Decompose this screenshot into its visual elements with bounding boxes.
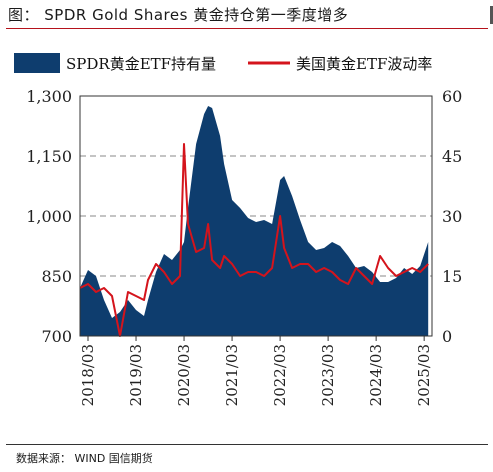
legend-label-line: 美国黄金ETF波动率 bbox=[296, 55, 432, 73]
plot-frame bbox=[79, 95, 433, 337]
x-axis-tick-label: 2025/03 bbox=[415, 344, 433, 406]
legend-label-area: SPDR黄金ETF持有量 bbox=[66, 55, 216, 73]
chart-canvas: SPDR黄金ETF持有量 美国黄金ETF波动率 1,300 1,150 1,000 850… bbox=[14, 53, 462, 406]
x-axis-tick-label: 2018/03 bbox=[79, 344, 97, 406]
x-axis-tick-label: 2020/03 bbox=[175, 344, 193, 406]
series-line-etf-volatility bbox=[79, 143, 429, 337]
source-note: 数据来源： WIND 国信期货 bbox=[16, 452, 153, 465]
right-axis-tick-label: 30 bbox=[442, 207, 462, 226]
edge-marker bbox=[490, 6, 493, 24]
right-axis-tick-label: 45 bbox=[442, 147, 462, 166]
left-axis-tick-label: 1,300 bbox=[26, 87, 72, 106]
left-axis-tick-label: 1,150 bbox=[26, 147, 72, 166]
right-axis-tick-label: 15 bbox=[442, 267, 462, 286]
chart-title: 图： SPDR Gold Shares 黄金持仓第一季度增多 bbox=[8, 6, 349, 24]
title-divider bbox=[6, 28, 488, 29]
right-axis-tick-label: 0 bbox=[442, 327, 452, 346]
x-axis-tick-label: 2024/03 bbox=[367, 344, 385, 406]
source-divider bbox=[6, 444, 488, 445]
left-axis-tick-label: 700 bbox=[41, 327, 72, 346]
series-area-spdr-holdings bbox=[80, 106, 429, 336]
right-axis-tick-label: 60 bbox=[442, 87, 462, 106]
x-axis-tick-label: 2022/03 bbox=[271, 344, 289, 406]
x-axis-tick-label: 2019/03 bbox=[127, 344, 145, 406]
x-axis-tick-label: 2023/03 bbox=[319, 344, 337, 406]
legend-swatch-area bbox=[14, 53, 60, 73]
left-axis-tick-label: 850 bbox=[41, 267, 72, 286]
x-axis-tick-label: 2021/03 bbox=[223, 344, 241, 406]
left-axis-tick-label: 1,000 bbox=[26, 207, 72, 226]
